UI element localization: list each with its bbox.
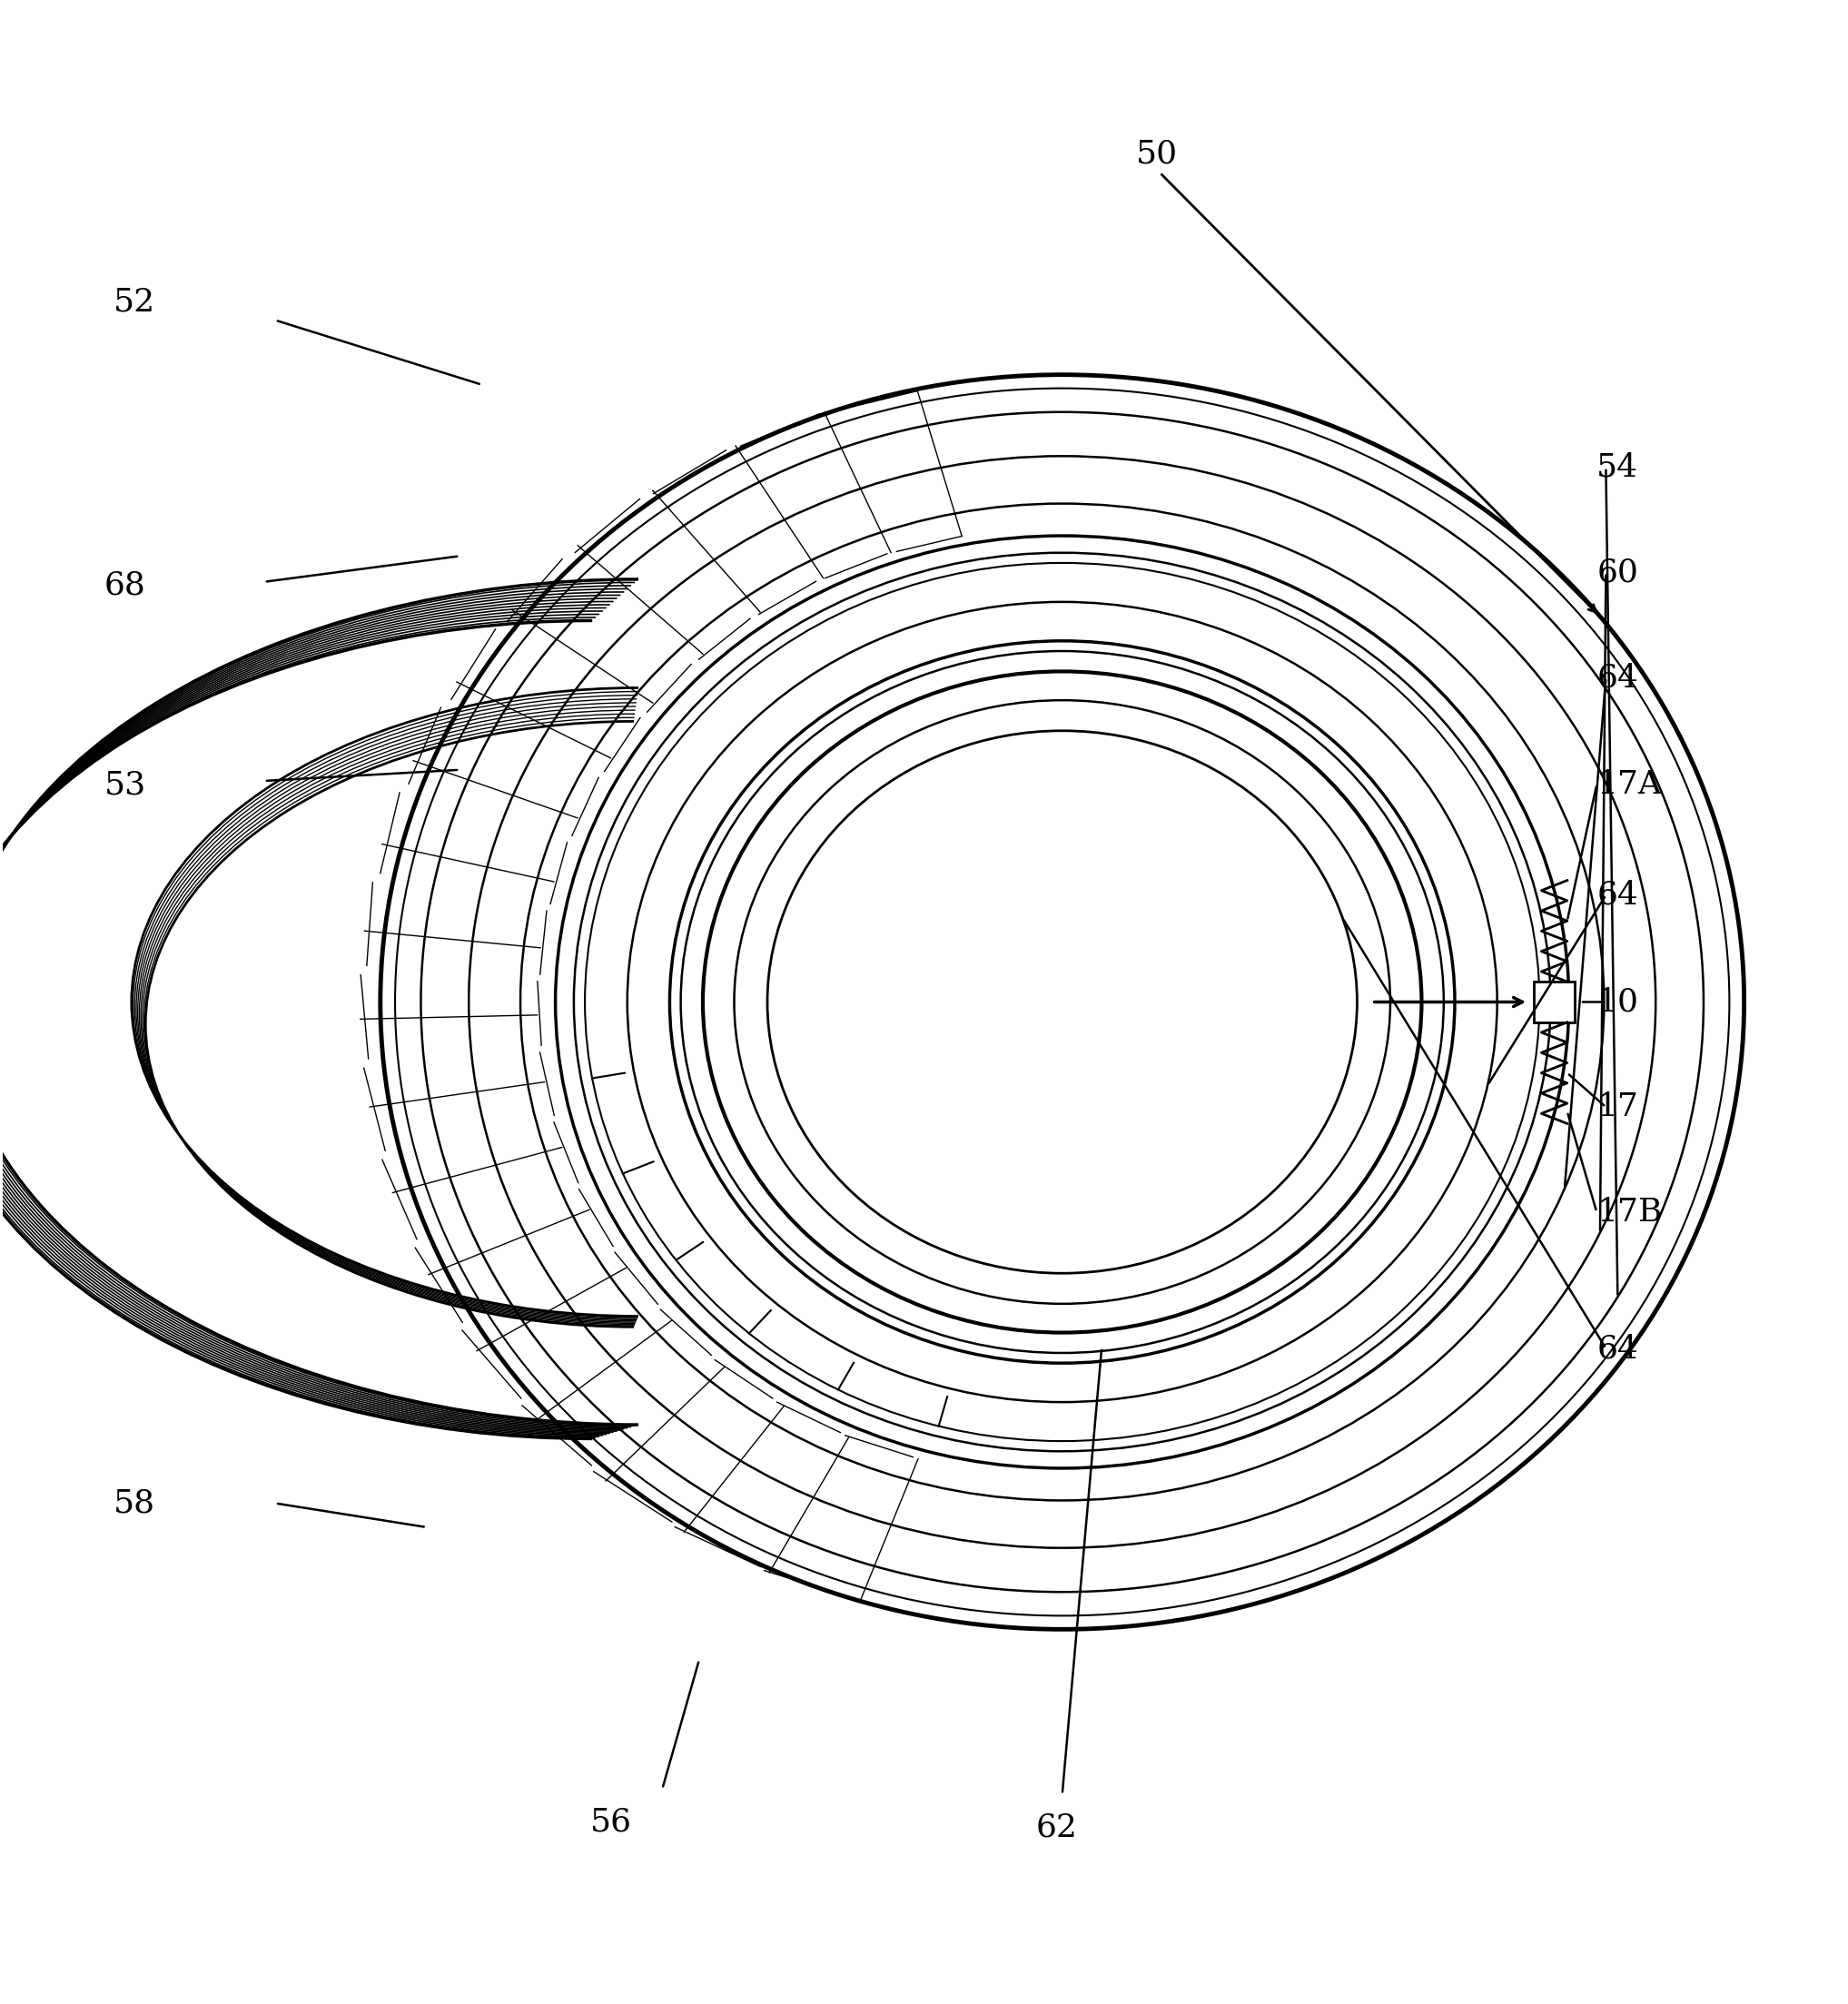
Text: 17: 17 <box>1597 1092 1639 1122</box>
Text: 17A: 17A <box>1597 770 1661 800</box>
Text: 62: 62 <box>1037 1812 1077 1844</box>
Text: 64: 64 <box>1597 880 1639 910</box>
Text: 53: 53 <box>103 770 146 800</box>
Text: 58: 58 <box>113 1487 155 1519</box>
Text: 52: 52 <box>113 287 155 317</box>
Text: 17B: 17B <box>1597 1196 1663 1228</box>
Bar <box>1534 982 1574 1022</box>
Text: 50: 50 <box>1137 138 1177 170</box>
Text: 64: 64 <box>1597 1333 1639 1365</box>
Text: 10: 10 <box>1597 986 1639 1018</box>
Text: 68: 68 <box>103 569 146 601</box>
Text: 60: 60 <box>1597 557 1639 587</box>
Text: 56: 56 <box>590 1806 632 1838</box>
Text: 54: 54 <box>1597 453 1639 483</box>
Text: 64: 64 <box>1597 661 1639 693</box>
